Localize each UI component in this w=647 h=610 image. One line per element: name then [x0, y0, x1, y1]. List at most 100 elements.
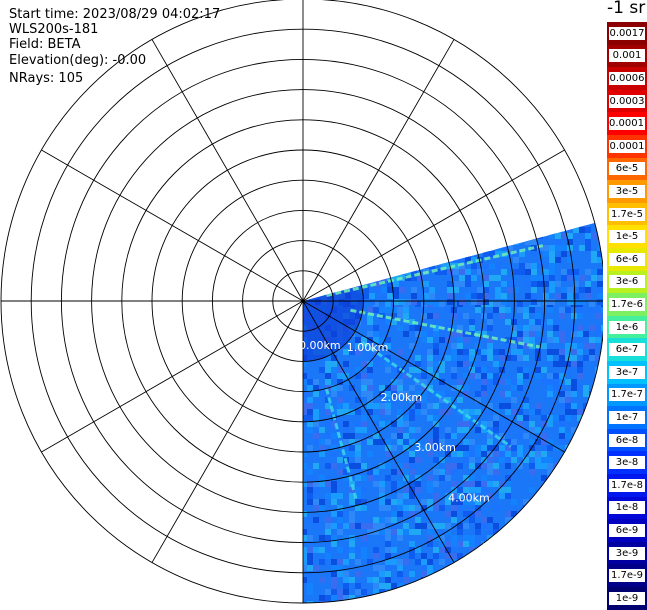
data-cell: [451, 433, 457, 439]
colorbar-segment: 1.7e-7: [607, 383, 647, 407]
colorbar-tick-label: 6e-6: [609, 252, 645, 266]
data-cell: [313, 547, 319, 553]
data-cell: [325, 409, 331, 415]
data-cell: [465, 281, 471, 287]
data-cell: [451, 511, 457, 517]
data-cell: [373, 325, 379, 331]
data-cell: [415, 325, 421, 331]
data-cell: [331, 499, 337, 505]
data-cell: [487, 517, 493, 523]
data-cell: [349, 517, 355, 523]
data-cell: [429, 287, 435, 293]
data-cell: [559, 385, 565, 391]
data-cell: [481, 379, 487, 385]
data-cell: [511, 511, 517, 517]
data-cell: [385, 463, 391, 469]
data-cell: [307, 481, 313, 487]
data-cell: [313, 415, 319, 421]
data-cell: [387, 281, 393, 287]
data-cell: [403, 313, 409, 319]
data-cell: [325, 553, 331, 559]
data-cell: [379, 421, 385, 427]
data-cell: [427, 505, 433, 511]
data-cell: [457, 361, 463, 367]
data-cell: [337, 559, 343, 565]
data-cell: [529, 469, 535, 475]
data-cell: [391, 319, 397, 325]
data-cell: [319, 475, 325, 481]
data-cell: [385, 535, 391, 541]
start-time-text: Start time: 2023/08/29 04:02:17: [9, 7, 221, 22]
data-cell: [405, 263, 411, 269]
data-cell: [421, 397, 427, 403]
data-cell: [555, 257, 561, 263]
data-cell: [469, 409, 475, 415]
data-cell: [321, 257, 327, 263]
data-cell: [475, 343, 481, 349]
data-cell: [355, 337, 361, 343]
data-cell: [487, 355, 493, 361]
data-cell: [451, 499, 457, 505]
data-cell: [505, 355, 511, 361]
data-cell: [487, 337, 493, 343]
data-cell: [393, 257, 399, 263]
data-cell: [385, 301, 391, 307]
data-cell: [577, 385, 583, 391]
data-cell: [507, 245, 513, 251]
data-cell: [427, 523, 433, 529]
data-cell: [543, 251, 549, 257]
data-cell: [433, 427, 439, 433]
data-cell: [379, 307, 385, 313]
data-cell: [559, 433, 565, 439]
data-cell: [303, 251, 309, 257]
data-cell: [325, 367, 331, 373]
data-cell: [409, 415, 415, 421]
data-cell: [549, 287, 555, 293]
data-cell: [409, 325, 415, 331]
data-cell: [379, 337, 385, 343]
data-cell: [337, 457, 343, 463]
data-cell: [525, 227, 531, 233]
data-cell: [411, 227, 417, 233]
data-cell: [303, 222, 309, 227]
data-cell: [369, 293, 375, 299]
data-cell: [303, 577, 307, 583]
data-cell: [385, 367, 391, 373]
data-cell: [367, 313, 373, 319]
colorbar-segment: 1.7e-6: [607, 293, 647, 317]
data-cell: [349, 409, 355, 415]
data-cell: [577, 415, 583, 421]
data-cell: [585, 287, 591, 293]
data-cell: [523, 505, 529, 511]
data-cell: [415, 505, 421, 511]
data-cell: [513, 287, 519, 293]
data-cell: [309, 251, 315, 257]
data-cell: [571, 325, 577, 331]
data-cell: [433, 391, 439, 397]
data-cell: [375, 227, 381, 233]
data-cell: [339, 222, 345, 227]
data-cell: [379, 517, 385, 523]
data-cell: [325, 373, 331, 379]
data-cell: [559, 307, 565, 313]
data-cell: [523, 337, 529, 343]
data-cell: [313, 379, 319, 385]
data-cell: [373, 415, 379, 421]
data-cell: [367, 559, 373, 565]
data-cell: [373, 331, 379, 337]
data-cell: [325, 475, 331, 481]
data-cell: [547, 415, 553, 421]
data-cell: [283, 457, 289, 463]
data-cell: [421, 331, 427, 337]
data-cell: [447, 227, 453, 233]
data-cell: [403, 445, 409, 451]
data-cell: [445, 523, 451, 529]
data-cell: [547, 445, 553, 451]
range-ring-labels: 0.00km 1.00km 2.00km 3.00km 4.00km 5.00km: [299, 339, 523, 554]
data-cell: [373, 469, 379, 475]
data-cell: [561, 233, 567, 239]
data-cell: [463, 421, 469, 427]
data-cell: [409, 493, 415, 499]
data-cell: [421, 385, 427, 391]
data-cell: [313, 523, 319, 529]
